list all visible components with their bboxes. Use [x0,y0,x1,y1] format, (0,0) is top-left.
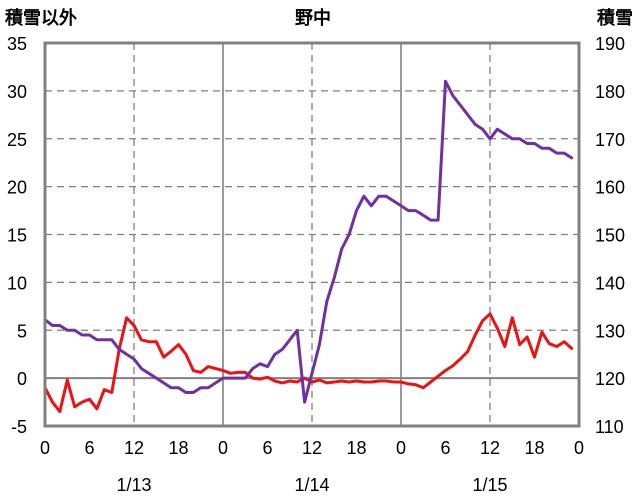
x-tick-label: 6 [440,438,450,458]
left-tick-label: 20 [7,178,27,198]
chart-title: 野中 [295,7,331,28]
left-tick-label: 25 [7,130,27,150]
left-tick-label: 5 [17,321,27,341]
date-labels: 1/13 1/14 1/15 [116,475,507,495]
date-label: 1/14 [294,475,329,495]
right-tick-label: 180 [595,82,625,102]
date-label: 1/13 [116,475,151,495]
left-tick-label: 10 [7,273,27,293]
right-tick-label: 160 [595,178,625,198]
right-axis-label: 積雪 [596,7,633,28]
right-tick-label: 120 [595,369,625,389]
left-tick-label: 30 [7,82,27,102]
x-tick-label: 18 [524,438,544,458]
right-tick-label: 170 [595,130,625,150]
x-tick-label: 12 [124,438,144,458]
series-line-2 [43,79,574,404]
x-tick-label: 0 [574,438,584,458]
x-tick-label: 6 [84,438,94,458]
left-tick-label: 0 [17,369,27,389]
x-tick-label: 0 [218,438,228,458]
x-tick-label: 0 [40,438,50,458]
x-tick-label: 18 [346,438,366,458]
right-tick-label: 110 [595,417,624,437]
grid-lines [45,43,579,426]
left-axis-label: 積雪以外 [4,7,77,28]
left-axis-ticks: -5 0 5 10 15 20 25 30 35 [7,34,27,437]
left-tick-label: -5 [11,417,27,437]
x-axis-ticks: 0 6 12 18 0 6 12 18 0 6 12 18 0 [40,438,584,458]
x-tick-label: 12 [302,438,322,458]
left-tick-label: 15 [7,226,27,246]
plot-frame [43,41,581,428]
right-tick-label: 130 [595,321,625,341]
x-tick-label: 18 [168,438,188,458]
date-label: 1/15 [472,475,507,495]
right-tick-label: 190 [595,34,625,54]
right-tick-label: 140 [595,273,625,293]
x-tick-label: 6 [262,438,272,458]
right-axis-ticks: 110 120 130 140 150 160 170 180 190 [595,34,625,437]
right-tick-label: 150 [595,226,625,246]
x-tick-label: 0 [396,438,406,458]
left-tick-label: 35 [7,34,27,54]
series-line-1 [43,312,574,414]
series-lines [43,79,574,414]
x-tick-label: 12 [480,438,500,458]
